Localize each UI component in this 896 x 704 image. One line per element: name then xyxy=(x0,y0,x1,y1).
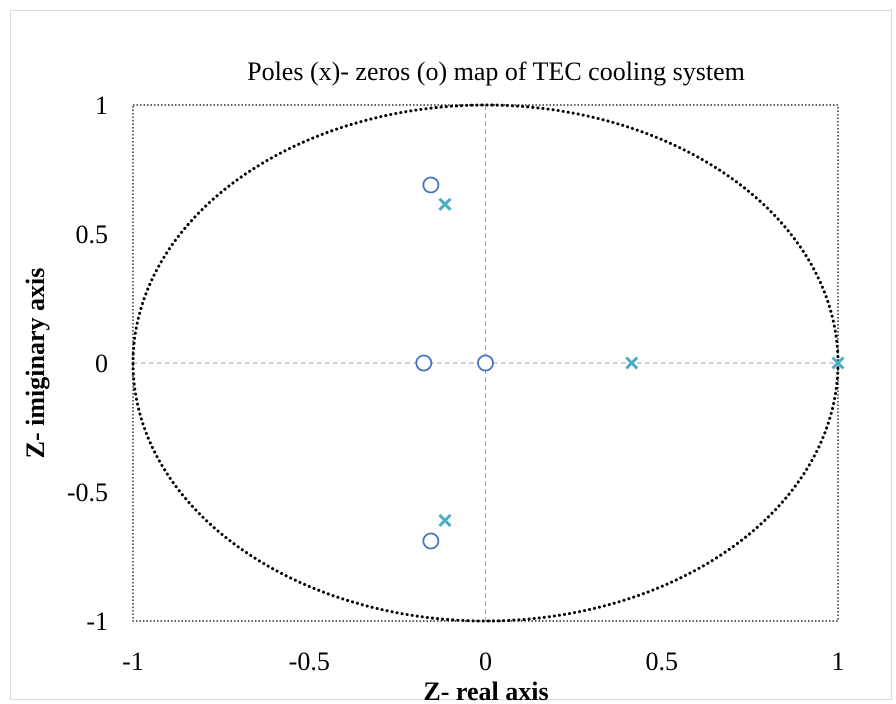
pole-marker xyxy=(438,197,452,211)
x-tick-label: -1 xyxy=(122,647,144,676)
x-tick-label: 0 xyxy=(479,647,492,676)
y-tick-label: -1 xyxy=(86,607,108,636)
x-tick-labels: -1 -0.5 0 0.5 1 xyxy=(122,647,844,676)
zero-marker xyxy=(422,176,440,194)
y-tick-label: 1 xyxy=(95,91,108,120)
pole-marker xyxy=(831,356,845,370)
y-tick-label: -0.5 xyxy=(67,478,108,507)
zero-marker xyxy=(422,532,440,550)
zero-marker xyxy=(477,354,494,372)
y-tick-label: 0.5 xyxy=(76,220,109,249)
x-tick-label: 0.5 xyxy=(646,647,679,676)
y-tick-label: 0 xyxy=(95,349,108,378)
pole-marker xyxy=(625,356,639,370)
x-tick-label: 1 xyxy=(832,647,845,676)
chart-frame xyxy=(10,10,892,700)
y-tick-labels: 1 0.5 0 -0.5 -1 xyxy=(67,91,108,636)
pole-marker xyxy=(438,513,452,527)
x-tick-label: -0.5 xyxy=(289,647,330,676)
zero-marker xyxy=(415,354,433,372)
y-axis-label: Z- imiginary axis xyxy=(21,268,50,459)
x-axis-label: Z- real axis xyxy=(423,677,548,704)
chart-title: Poles (x)- zeros (o) map of TEC cooling … xyxy=(247,57,745,86)
data-marks xyxy=(415,176,845,550)
